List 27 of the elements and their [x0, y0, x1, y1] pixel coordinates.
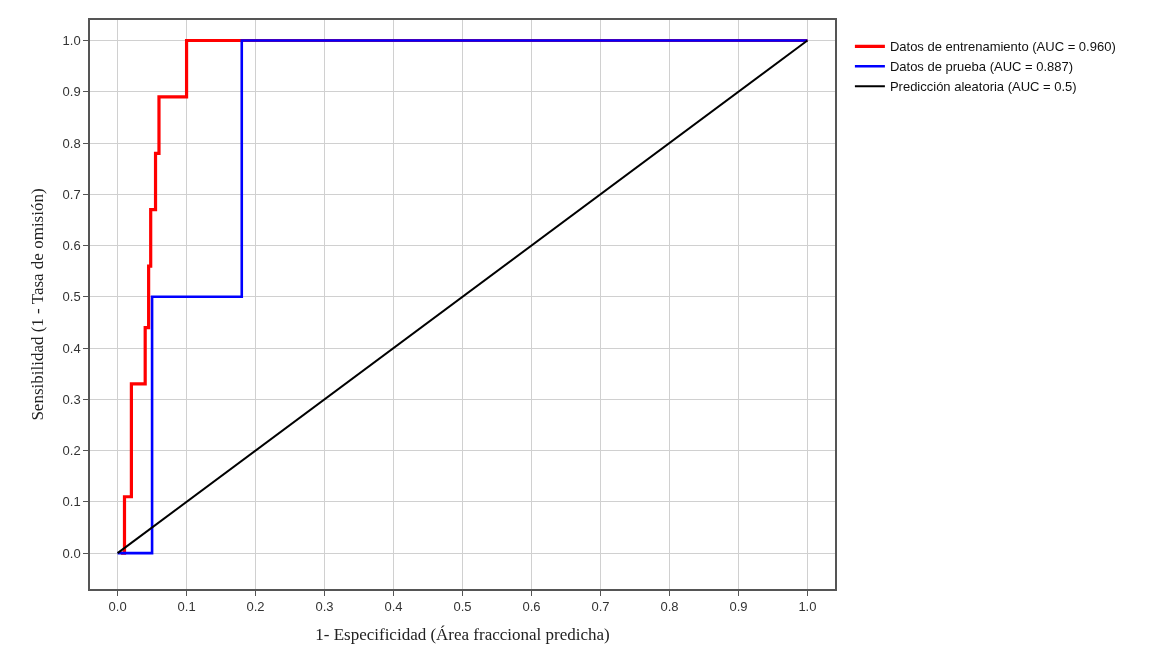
y-axis-title: Sensibilidad (1 - Tasa de omisión) — [27, 188, 47, 421]
legend-label: Datos de entrenamiento (AUC = 0.960) — [889, 39, 1116, 55]
x-tick-label: 0.1 — [177, 599, 196, 615]
x-tick-label: 1.0 — [798, 599, 817, 615]
x-tick-label: 0.0 — [108, 599, 127, 615]
y-tick-label: 0.7 — [62, 186, 81, 202]
y-tick-label: 0.3 — [62, 391, 81, 407]
x-tick-label: 0.2 — [246, 599, 265, 615]
x-tick-label: 0.7 — [591, 599, 610, 615]
y-tick-label: 0.5 — [62, 289, 81, 305]
y-tick-label: 0.0 — [62, 545, 81, 561]
legend-label: Predicción aleatoria (AUC = 0.5) — [889, 79, 1077, 95]
legend-label: Datos de prueba (AUC = 0.887) — [889, 59, 1074, 75]
x-tick-label: 0.5 — [453, 599, 472, 615]
y-tick-label: 0.2 — [62, 443, 81, 459]
y-tick-label: 0.1 — [62, 494, 81, 510]
y-tick-label: 0.9 — [62, 84, 81, 100]
x-tick-label: 0.8 — [660, 599, 679, 615]
x-tick-label: 0.9 — [729, 599, 748, 615]
y-tick-label: 0.8 — [62, 135, 81, 151]
x-axis-title: 1- Especificidad (Área fraccional predicha) — [315, 625, 610, 645]
x-tick-label: 0.3 — [315, 599, 334, 615]
x-tick-label: 0.6 — [522, 599, 541, 615]
y-tick-label: 0.4 — [62, 340, 81, 356]
x-tick-label: 0.4 — [384, 599, 403, 615]
y-tick-label: 1.0 — [62, 33, 81, 49]
y-tick-label: 0.6 — [62, 238, 81, 254]
